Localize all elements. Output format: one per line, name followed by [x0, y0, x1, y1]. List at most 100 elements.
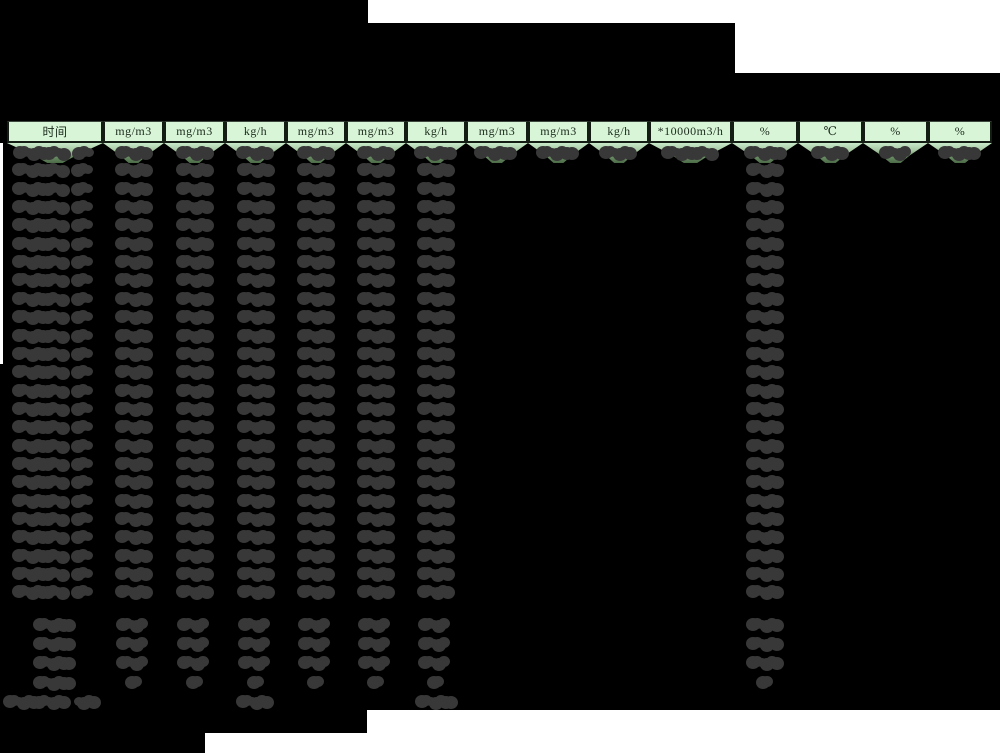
redacted-cell-value [417, 365, 455, 378]
redacted-cell-value [12, 530, 98, 543]
redacted-cell-value [12, 329, 98, 342]
redacted-cell-value [297, 310, 335, 323]
redacted-cell-value [237, 585, 275, 598]
redacted-cell-value [297, 384, 335, 397]
redacted-cell-value [417, 494, 455, 507]
redacted-cell-value [746, 310, 784, 323]
redacted-cell-value [357, 146, 395, 159]
redacted-cell-value [13, 146, 97, 159]
redacted-cell-value [176, 255, 214, 268]
redacted-cell-value [115, 457, 153, 470]
redacted-cell-value [237, 567, 275, 580]
redacted-cell-value [115, 512, 153, 525]
redacted-cell-value [746, 457, 784, 470]
column-header-unit-10: *10000m3/h [649, 121, 732, 143]
redacted-cell-value [357, 273, 395, 286]
redacted-cell-value [238, 618, 274, 631]
redacted-cell-value [297, 163, 335, 176]
redacted-cell-value [417, 163, 455, 176]
redacted-cell-value [746, 656, 784, 669]
redacted-cell-value [12, 182, 98, 195]
redacted-cell-value [115, 530, 153, 543]
redacted-cell-value [12, 402, 98, 415]
redacted-cell-value [357, 402, 395, 415]
redacted-cell-value [115, 420, 153, 433]
redacted-cell-value [357, 420, 395, 433]
redacted-cell-value [237, 439, 275, 452]
redacted-cell-value [237, 310, 275, 323]
column-header-unit-2: mg/m3 [164, 121, 225, 143]
redacted-cell-value [417, 420, 455, 433]
redacted-cell-value [237, 347, 275, 360]
redacted-cell-value [115, 255, 153, 268]
redacted-cell-value [115, 310, 153, 323]
redacted-cell-value [237, 420, 275, 433]
redacted-cell-value [176, 457, 214, 470]
redacted-cell-value [357, 292, 395, 305]
redacted-cell-value [297, 329, 335, 342]
redacted-cell-value [3, 695, 100, 708]
redacted-cell-value [298, 618, 334, 631]
redacted-cell-value [176, 402, 214, 415]
redacted-cell-value [12, 420, 98, 433]
redacted-cell-value [115, 200, 153, 213]
redacted-cell-value [358, 656, 394, 669]
redacted-cell-value [176, 200, 214, 213]
redacted-cell-value [746, 420, 784, 433]
redacted-cell-value [115, 292, 153, 305]
redacted-cell-value [357, 384, 395, 397]
redacted-cell-value [417, 585, 455, 598]
redacted-cell-value [177, 618, 213, 631]
redacted-cell-value [115, 549, 153, 562]
unredacted-background-bottom-mid [205, 733, 367, 753]
redacted-cell-value [357, 365, 395, 378]
redacted-cell-value [298, 656, 334, 669]
redacted-cell-value [115, 237, 153, 250]
redacted-cell-value [12, 255, 98, 268]
redacted-cell-value [746, 567, 784, 580]
redacted-cell-value [746, 292, 784, 305]
redacted-cell-value [297, 402, 335, 415]
redacted-cell-value [599, 146, 639, 159]
redacted-cell-value [297, 255, 335, 268]
redacted-cell-value [367, 676, 385, 689]
redacted-cell-value [237, 384, 275, 397]
redacted-cell-value [12, 567, 98, 580]
redacted-cell-value [176, 530, 214, 543]
redacted-cell-value [12, 494, 98, 507]
redacted-cell-value [12, 512, 98, 525]
redacted-cell-value [238, 637, 274, 650]
redacted-cell-value [297, 347, 335, 360]
redacted-cell-value [237, 182, 275, 195]
unredacted-background-right [735, 23, 1000, 73]
redacted-cell-value [247, 676, 265, 689]
redacted-cell-value [186, 676, 204, 689]
redacted-cell-value [176, 475, 214, 488]
redacted-cell-value [297, 237, 335, 250]
redacted-cell-value [746, 618, 784, 631]
redacted-cell-value [237, 329, 275, 342]
column-header-unit-11: % [732, 121, 798, 143]
redacted-cell-value [415, 695, 457, 708]
redacted-cell-value [358, 618, 394, 631]
redacted-cell-value [746, 237, 784, 250]
redacted-cell-value [417, 310, 455, 323]
redacted-cell-value [12, 475, 98, 488]
redacted-cell-value [746, 163, 784, 176]
redacted-cell-value [427, 676, 445, 689]
redacted-cell-value [417, 402, 455, 415]
redacted-cell-value [12, 310, 98, 323]
redacted-cell-value [115, 384, 153, 397]
redacted-cell-value [357, 512, 395, 525]
redacted-cell-value [417, 329, 455, 342]
column-header-unit-12: ℃ [798, 121, 863, 143]
redacted-cell-value [176, 273, 214, 286]
redacted-cell-value [33, 676, 77, 689]
redacted-cell-value [12, 365, 98, 378]
redacted-cell-value [357, 457, 395, 470]
redacted-cell-value [357, 200, 395, 213]
column-header-unit-4: mg/m3 [286, 121, 346, 143]
redacted-cell-value [417, 567, 455, 580]
redacted-cell-value [12, 273, 98, 286]
redacted-cell-value [417, 512, 455, 525]
